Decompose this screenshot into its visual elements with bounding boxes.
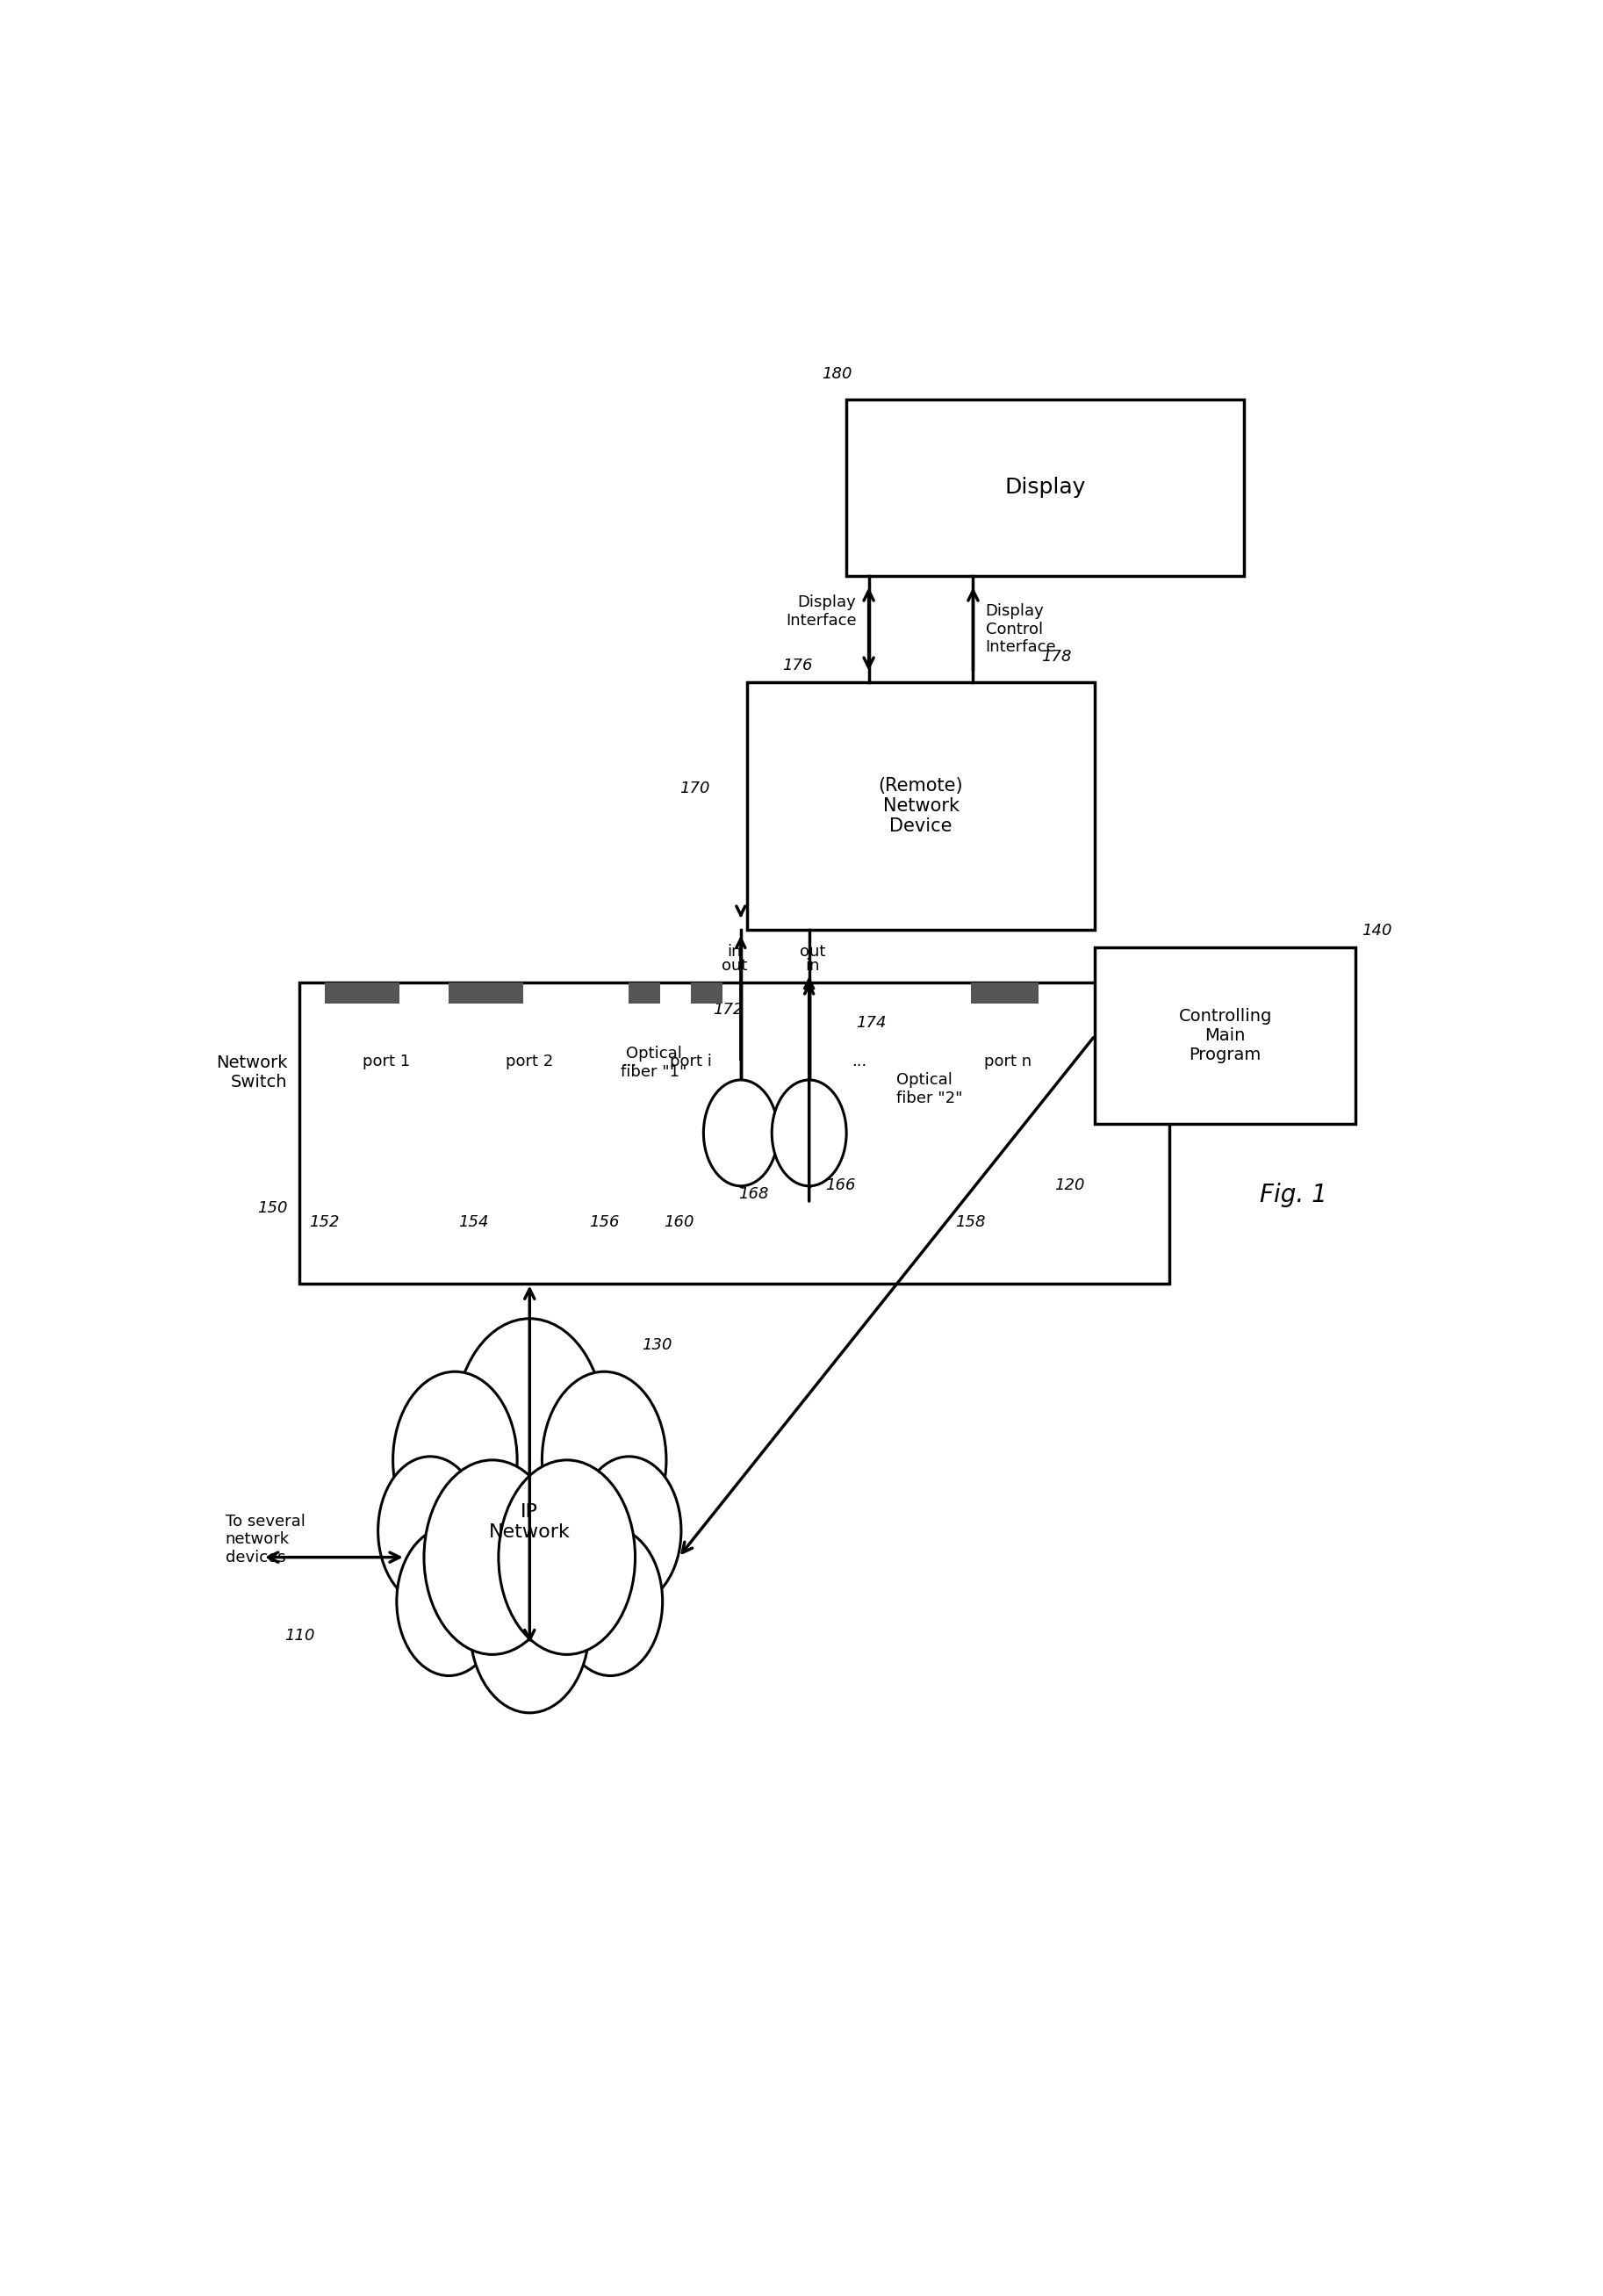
Text: in: in <box>806 957 821 974</box>
Circle shape <box>577 1456 681 1605</box>
Circle shape <box>499 1460 635 1655</box>
Text: To several
network
devices: To several network devices <box>224 1513 305 1566</box>
Circle shape <box>542 1371 667 1548</box>
Circle shape <box>558 1527 662 1676</box>
Text: 170: 170 <box>680 781 710 797</box>
Text: 156: 156 <box>588 1215 619 1231</box>
Text: ...: ... <box>622 1054 636 1070</box>
Bar <box>971 983 1039 1003</box>
Bar <box>324 983 399 1003</box>
Text: 168: 168 <box>737 1187 768 1201</box>
Text: ...: ... <box>851 1054 866 1070</box>
Text: 140: 140 <box>1363 923 1393 939</box>
Circle shape <box>455 1318 604 1531</box>
Text: Optical
fiber "1": Optical fiber "1" <box>620 1047 688 1079</box>
Bar <box>628 983 660 1003</box>
Text: port n: port n <box>984 1054 1032 1070</box>
Text: 178: 178 <box>1042 650 1072 664</box>
Text: in: in <box>728 944 742 960</box>
Text: Display
Control
Interface: Display Control Interface <box>986 604 1056 654</box>
Text: port 2: port 2 <box>507 1054 553 1070</box>
Bar <box>846 400 1244 576</box>
Text: Fig. 1: Fig. 1 <box>1260 1182 1327 1208</box>
Circle shape <box>771 1079 846 1187</box>
Bar <box>691 983 723 1003</box>
Text: 174: 174 <box>856 1015 886 1031</box>
Text: 152: 152 <box>309 1215 340 1231</box>
Circle shape <box>470 1543 590 1713</box>
Text: IP
Network: IP Network <box>489 1504 571 1541</box>
Text: port 1: port 1 <box>362 1054 410 1070</box>
Text: out: out <box>800 944 826 960</box>
Text: Controlling
Main
Program: Controlling Main Program <box>1178 1008 1273 1063</box>
Text: 158: 158 <box>955 1215 986 1231</box>
Text: 166: 166 <box>826 1178 856 1194</box>
Text: Network
Switch: Network Switch <box>216 1054 287 1091</box>
Bar <box>1095 948 1356 1125</box>
Text: 130: 130 <box>641 1336 672 1352</box>
Text: 154: 154 <box>458 1215 489 1231</box>
Text: port i: port i <box>670 1054 712 1070</box>
Text: 120: 120 <box>1055 1178 1085 1194</box>
Text: 172: 172 <box>713 1003 744 1017</box>
Circle shape <box>704 1079 777 1187</box>
Circle shape <box>393 1371 518 1548</box>
Text: (Remote)
Network
Device: (Remote) Network Device <box>878 776 963 836</box>
Text: Display: Display <box>1005 478 1085 498</box>
Bar <box>747 682 1095 930</box>
Text: 160: 160 <box>664 1215 694 1231</box>
Text: 150: 150 <box>256 1201 287 1217</box>
Bar <box>449 983 523 1003</box>
Bar <box>300 983 1169 1283</box>
Text: 176: 176 <box>782 657 813 673</box>
Text: 180: 180 <box>821 365 851 381</box>
Text: Display
Interface: Display Interface <box>785 595 856 629</box>
Circle shape <box>378 1456 483 1605</box>
Circle shape <box>423 1460 561 1655</box>
Text: 110: 110 <box>285 1628 314 1644</box>
Circle shape <box>396 1527 502 1676</box>
Text: out: out <box>721 957 747 974</box>
Text: Optical
fiber "2": Optical fiber "2" <box>896 1072 962 1107</box>
